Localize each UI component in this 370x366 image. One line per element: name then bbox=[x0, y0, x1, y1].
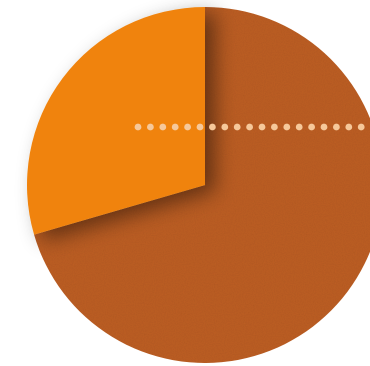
leader-dots bbox=[134, 123, 365, 131]
leader-dot-1 bbox=[134, 123, 142, 131]
leader-dot-13 bbox=[283, 123, 291, 131]
leader-dot-6 bbox=[196, 123, 204, 131]
leader-dot-18 bbox=[345, 123, 353, 131]
pie-slice-2 bbox=[26, 7, 205, 235]
leader-dot-3 bbox=[159, 123, 167, 131]
leader-dot-14 bbox=[295, 123, 303, 131]
leader-dot-15 bbox=[308, 123, 315, 131]
leader-dot-7 bbox=[209, 123, 216, 131]
leader-dot-17 bbox=[333, 123, 340, 131]
leader-dot-16 bbox=[320, 123, 328, 131]
leader-dot-19 bbox=[357, 123, 365, 131]
pie-slice-1 bbox=[34, 7, 370, 363]
leader-dot-4 bbox=[171, 123, 179, 131]
leader-dot-8 bbox=[221, 123, 229, 131]
leader-dot-12 bbox=[271, 123, 278, 131]
leader-dot-9 bbox=[233, 123, 241, 131]
leader-dot-10 bbox=[246, 123, 254, 131]
leader-dot-11 bbox=[258, 123, 266, 131]
leader-dot-5 bbox=[184, 123, 192, 131]
leader-dot-2 bbox=[147, 123, 154, 131]
